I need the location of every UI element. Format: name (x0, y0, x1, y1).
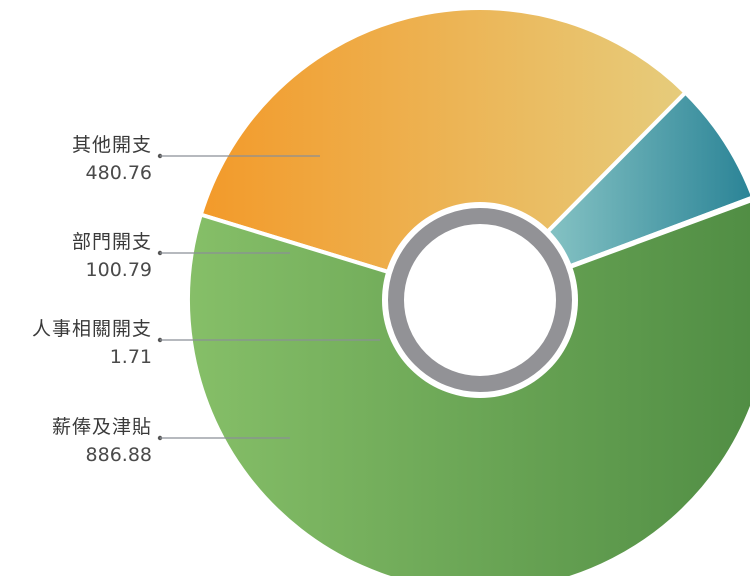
slice-value-1: 100.79 (85, 259, 152, 281)
slice-value-0: 480.76 (85, 162, 152, 184)
slice-label-3: 薪俸及津貼 (51, 416, 152, 438)
slice-label-1: 部門開支 (71, 231, 152, 253)
center-ring (388, 208, 572, 392)
slice-label-2: 人事相關開支 (31, 318, 152, 340)
slice-value-2: 1.71 (109, 346, 152, 368)
slice-label-0: 其他開支 (71, 134, 152, 156)
slice-value-3: 886.88 (85, 444, 152, 466)
